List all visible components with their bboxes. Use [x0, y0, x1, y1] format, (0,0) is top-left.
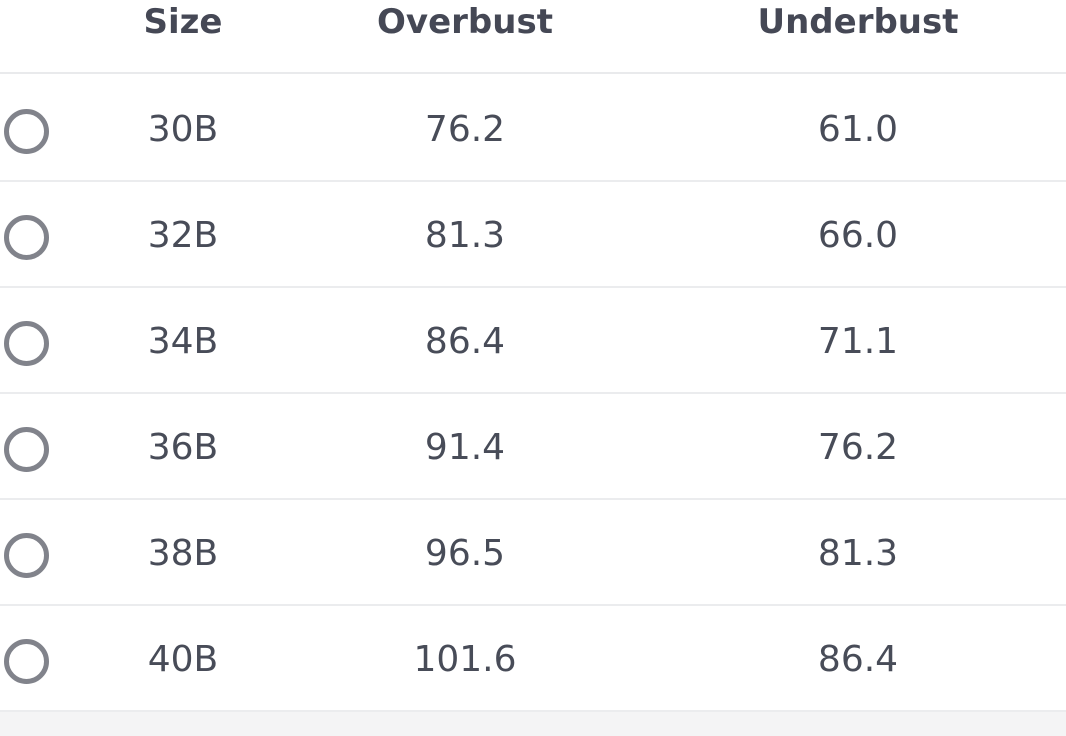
- size-radio-button[interactable]: [4, 427, 49, 472]
- overbust-cell: 101.6: [413, 639, 517, 680]
- table-footer-background: [0, 712, 1066, 736]
- table-row[interactable]: 38B 96.5 81.3: [0, 500, 1066, 606]
- size-cell: 32B: [147, 215, 219, 256]
- overbust-cell: 91.4: [424, 427, 506, 468]
- size-cell: 36B: [147, 427, 219, 468]
- underbust-column-header: Underbust: [757, 2, 959, 42]
- overbust-column-header: Overbust: [377, 2, 553, 42]
- size-cell: 40B: [147, 639, 219, 680]
- size-column-header: Size: [143, 2, 223, 42]
- table-header-row: Size Overbust Underbust: [0, 0, 1066, 74]
- underbust-cell: 61.0: [817, 109, 899, 150]
- underbust-cell: 86.4: [817, 639, 899, 680]
- underbust-cell: 81.3: [817, 533, 899, 574]
- underbust-cell: 76.2: [817, 427, 899, 468]
- size-radio-button[interactable]: [4, 533, 49, 578]
- table-row[interactable]: 36B 91.4 76.2: [0, 394, 1066, 500]
- size-radio-button[interactable]: [4, 215, 49, 260]
- underbust-cell: 66.0: [817, 215, 899, 256]
- table-row[interactable]: 34B 86.4 71.1: [0, 288, 1066, 394]
- overbust-cell: 76.2: [424, 109, 506, 150]
- size-cell: 30B: [147, 109, 219, 150]
- size-radio-button[interactable]: [4, 109, 49, 154]
- overbust-cell: 81.3: [424, 215, 506, 256]
- table-row[interactable]: 30B 76.2 61.0: [0, 76, 1066, 182]
- size-radio-button[interactable]: [4, 639, 49, 684]
- overbust-cell: 86.4: [424, 321, 506, 362]
- size-radio-button[interactable]: [4, 321, 49, 366]
- overbust-cell: 96.5: [424, 533, 506, 574]
- underbust-cell: 71.1: [817, 321, 899, 362]
- size-cell: 38B: [147, 533, 219, 574]
- table-row[interactable]: 32B 81.3 66.0: [0, 182, 1066, 288]
- size-cell: 34B: [147, 321, 219, 362]
- table-row[interactable]: 40B 101.6 86.4: [0, 606, 1066, 712]
